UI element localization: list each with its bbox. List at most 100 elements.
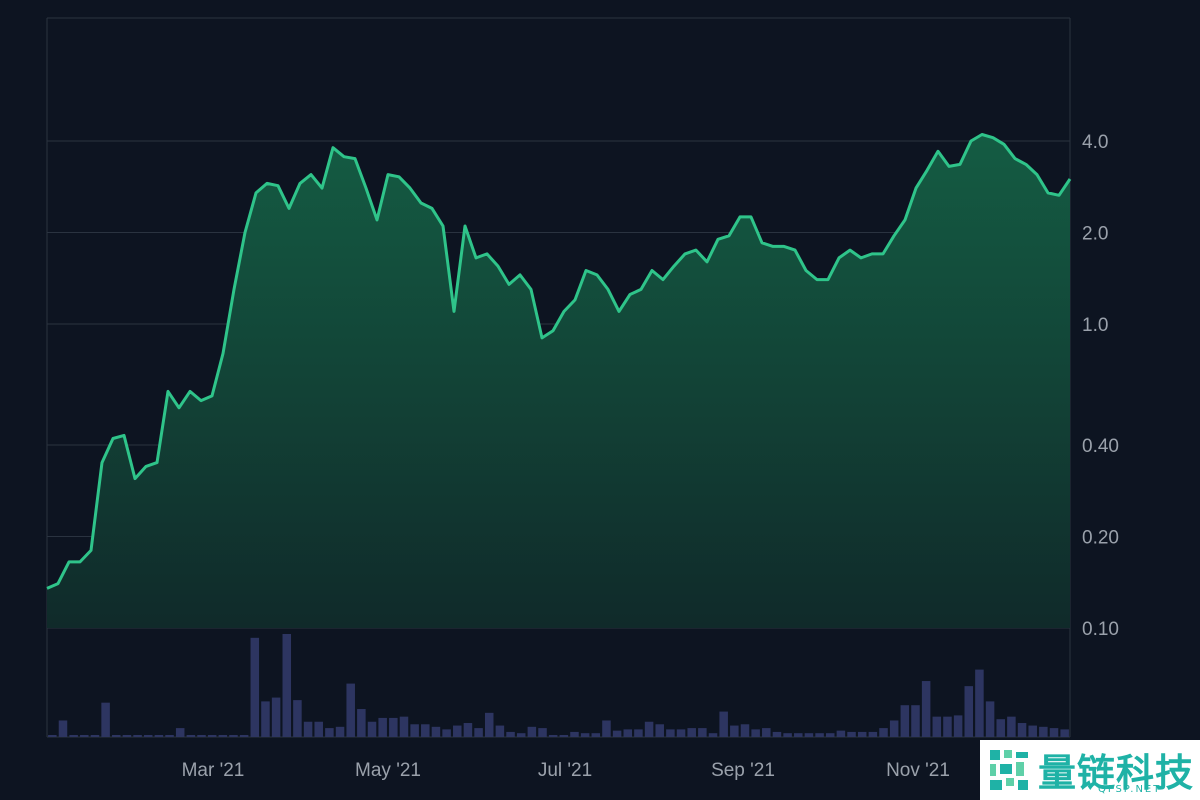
- volume-bar: [655, 724, 664, 737]
- volume-bar: [548, 735, 558, 737]
- volume-bar: [48, 735, 57, 737]
- volume-bar: [175, 728, 185, 737]
- y-tick-label: 0.20: [1082, 527, 1119, 548]
- x-tick-label: Mar '21: [182, 760, 245, 781]
- volume-bar: [495, 725, 505, 737]
- volume-bar: [676, 729, 686, 737]
- volume-bar: [154, 735, 164, 737]
- volume-bar: [538, 728, 547, 737]
- x-axis-ticks: Mar '21 May '21 Jul '21 Sep '21 Nov '21: [182, 760, 950, 781]
- volume-bar: [698, 728, 707, 737]
- volume-bar: [314, 721, 323, 737]
- volume-bar: [453, 725, 462, 737]
- volume-bar: [80, 735, 89, 737]
- volume-bar: [90, 735, 100, 737]
- volume-bar: [1017, 723, 1027, 737]
- volume-bar: [218, 735, 228, 737]
- volume-bar: [346, 683, 355, 737]
- volume-bar: [708, 733, 718, 737]
- volume-bar: [250, 637, 260, 737]
- volume-bar: [506, 731, 515, 737]
- volume-bar: [612, 730, 622, 737]
- x-tick-label: Nov '21: [886, 760, 950, 781]
- volume-bar: [69, 735, 78, 737]
- volume-bar: [112, 735, 121, 737]
- volume-bar: [133, 735, 142, 737]
- watermark-domain: QFSP.NET: [1098, 784, 1162, 795]
- price-area: [47, 134, 1070, 628]
- volume-bar: [261, 701, 270, 737]
- volume-bar: [1060, 729, 1069, 737]
- volume-bar: [985, 701, 995, 737]
- volume-bar: [1049, 728, 1059, 737]
- x-tick-label: May '21: [355, 760, 421, 781]
- volume-bar: [101, 702, 110, 737]
- volume-bar: [186, 735, 196, 737]
- volume-bar: [122, 735, 132, 737]
- volume-bar: [367, 721, 377, 737]
- volume-bar: [143, 735, 153, 737]
- volume-bar: [484, 712, 494, 737]
- price-area-fill: [47, 134, 1070, 628]
- volume-bar: [921, 681, 931, 737]
- volume-bar: [719, 711, 728, 737]
- price-line-group: [46, 133, 1072, 590]
- volume-bar: [1007, 716, 1016, 737]
- volume-bar: [463, 723, 473, 737]
- volume-bar: [197, 735, 206, 737]
- volume-bar: [772, 731, 782, 737]
- volume-bar: [282, 634, 292, 737]
- volume-bar: [591, 733, 601, 737]
- volume-bar: [634, 729, 643, 737]
- volume-bar: [783, 733, 792, 737]
- volume-bar: [207, 735, 217, 737]
- volume-bar: [943, 716, 952, 737]
- volume-bar: [932, 716, 942, 737]
- volume-bar: [442, 729, 451, 737]
- volume-bar: [303, 721, 313, 737]
- volume-bar: [399, 716, 409, 737]
- volume-bar: [239, 735, 249, 737]
- volume-bar: [900, 705, 910, 737]
- watermark-brand: 量链科技: [1038, 751, 1195, 795]
- y-axis-ticks: 0.10 0.20 0.40 1.0 2.0 4.0: [1082, 132, 1119, 640]
- volume-bar: [740, 724, 750, 737]
- volume-bar: [431, 726, 441, 737]
- volume-bar: [666, 729, 675, 737]
- volume-bar: [975, 669, 984, 737]
- volume-bar: [794, 733, 803, 737]
- volume-bar: [687, 728, 696, 737]
- volume-bars: [48, 634, 1069, 737]
- volume-bar: [421, 724, 430, 737]
- volume-bar: [762, 728, 771, 737]
- volume-bar: [815, 733, 824, 737]
- volume-bar: [730, 725, 739, 737]
- volume-bar: [559, 735, 569, 737]
- volume-bar: [996, 719, 1005, 737]
- volume-bar: [847, 731, 856, 737]
- y-tick-label: 1.0: [1082, 315, 1108, 336]
- volume-bar: [293, 700, 302, 737]
- x-tick-label: Sep '21: [711, 760, 775, 781]
- volume-bar: [889, 720, 899, 737]
- price-line: [46, 133, 1072, 590]
- y-tick-label: 2.0: [1082, 223, 1108, 244]
- volume-bar: [751, 729, 760, 737]
- y-tick-label: 0.40: [1082, 436, 1119, 457]
- volume-bar: [804, 733, 814, 737]
- volume-bar: [527, 726, 537, 737]
- volume-bar: [474, 728, 483, 737]
- volume-bar: [229, 735, 238, 737]
- volume-bar: [325, 728, 334, 737]
- volume-bar: [58, 720, 68, 737]
- volume-bar: [1039, 726, 1048, 737]
- volume-bar: [964, 686, 974, 737]
- volume-bar: [580, 733, 590, 737]
- volume-bar: [378, 717, 387, 737]
- volume-bar: [911, 705, 920, 737]
- watermark-logo: 量链科技 QFSP.NET: [980, 740, 1200, 800]
- volume-bar: [570, 731, 579, 737]
- volume-bar: [879, 728, 888, 737]
- volume-bar: [165, 735, 174, 737]
